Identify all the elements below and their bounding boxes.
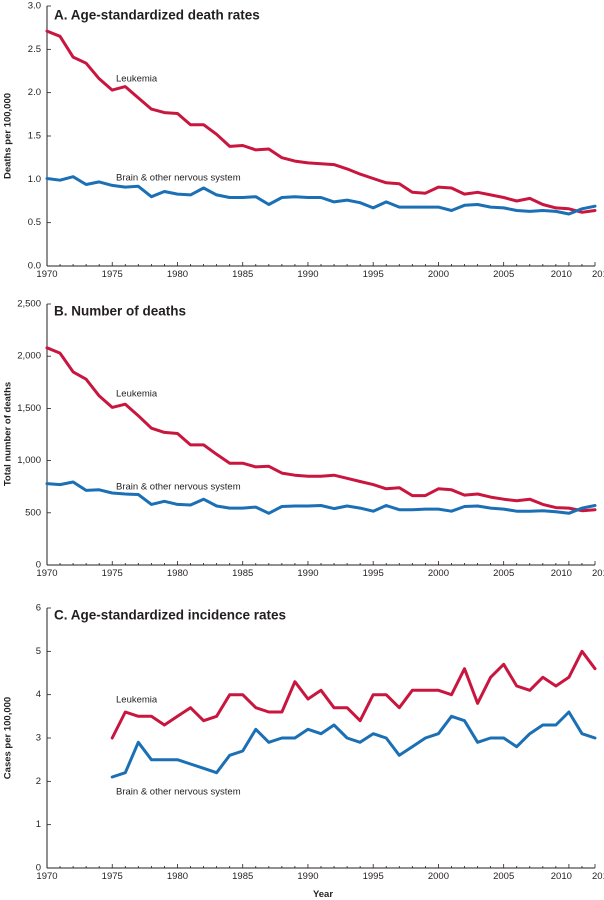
x-tick-label: 2000 [428, 871, 449, 882]
x-tick-label: 1985 [232, 568, 253, 579]
y-tick-label: 2.0 [28, 87, 41, 98]
x-tick-label: 1995 [363, 568, 384, 579]
x-tick-label: 2005 [493, 269, 514, 280]
series-label-brain: Brain & other nervous system [116, 482, 241, 493]
y-tick-label: 2 [36, 776, 41, 787]
x-tick-label: 2010 [551, 568, 572, 579]
x-tick-label: 1975 [102, 568, 123, 579]
x-tick-label: 2010 [551, 871, 572, 882]
x-tick-label: 1995 [363, 269, 384, 280]
x-tick-label: 2012 [592, 269, 604, 280]
x-tick-label: 1975 [102, 871, 123, 882]
y-tick-label: 1,500 [17, 403, 41, 414]
x-tick-label: 1985 [232, 269, 253, 280]
x-tick-label: 2005 [493, 568, 514, 579]
x-tick-label: 1980 [167, 871, 188, 882]
x-tick-label: 1970 [36, 269, 57, 280]
x-tick-label: 1990 [297, 568, 318, 579]
series-label-leukemia: Leukemia [116, 389, 158, 400]
x-tick-label: 1990 [297, 269, 318, 280]
x-tick-label: 1970 [36, 871, 57, 882]
y-tick-label: 0 [36, 560, 41, 571]
x-tick-label: 1975 [102, 269, 123, 280]
y-tick-label: 3.0 [28, 1, 41, 12]
y-tick-label: 1.0 [28, 174, 41, 185]
series-line-leukemia [110, 649, 597, 740]
x-tick-label: 1980 [167, 269, 188, 280]
y-tick-label: 0.0 [28, 261, 41, 272]
y-tick-label: 0 [36, 863, 41, 874]
y-axis-title: Deaths per 100,000 [3, 93, 14, 179]
x-tick-label: 1970 [36, 568, 57, 579]
y-tick-label: 1,000 [17, 455, 41, 466]
panel-title: A. Age-standardized death rates [54, 8, 260, 23]
x-tick-label: 2012 [592, 871, 604, 882]
chart-panel-3: C. Age-standardized incidence rates Cases… [3, 603, 604, 882]
series-label-leukemia: Leukemia [116, 74, 158, 85]
y-tick-label: 1.5 [28, 131, 41, 142]
series-line-brain [45, 175, 597, 216]
series-line-brain [45, 480, 597, 515]
chart-panels: A. Age-standardized death rates Deaths pe… [3, 1, 604, 882]
y-tick-label: 6 [36, 603, 41, 614]
y-tick-label: 4 [36, 689, 41, 700]
x-tick-label: 2010 [551, 269, 572, 280]
chart-panel-2: B. Number of deaths Total number of death… [3, 299, 604, 579]
y-tick-label: 2,000 [17, 351, 41, 362]
x-tick-label: 1995 [363, 871, 384, 882]
y-tick-label: 2.5 [28, 44, 41, 55]
y-tick-label: 1 [36, 819, 41, 830]
series-line-brain [110, 710, 597, 779]
x-tick-label: 1985 [232, 871, 253, 882]
series-line-leukemia [45, 29, 597, 214]
series-line-leukemia [45, 346, 597, 513]
chart-panel-1: A. Age-standardized death rates Deaths pe… [3, 1, 604, 280]
y-axis-title: Cases per 100,000 [3, 697, 14, 779]
panel-title: C. Age-standardized incidence rates [54, 608, 286, 623]
y-tick-label: 5 [36, 646, 41, 657]
y-tick-label: 2,500 [17, 299, 41, 310]
series-label-leukemia: Leukemia [116, 695, 158, 706]
y-tick-label: 500 [25, 507, 41, 518]
y-tick-label: 0.5 [28, 217, 41, 228]
x-tick-label: 2000 [428, 568, 449, 579]
y-axis-title: Total number of deaths [3, 382, 14, 486]
series-label-brain: Brain & other nervous system [116, 787, 241, 798]
x-tick-label: 1990 [297, 871, 318, 882]
y-tick-label: 3 [36, 733, 41, 744]
series-label-brain: Brain & other nervous system [116, 173, 241, 184]
x-axis-title: Year [313, 889, 333, 900]
x-tick-label: 2000 [428, 269, 449, 280]
x-tick-label: 2012 [592, 568, 604, 579]
x-tick-label: 2005 [493, 871, 514, 882]
panel-title: B. Number of deaths [54, 304, 186, 319]
x-tick-label: 1980 [167, 568, 188, 579]
